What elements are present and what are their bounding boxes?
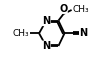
Text: CH₃: CH₃ <box>13 29 29 38</box>
Text: N: N <box>42 41 50 51</box>
Text: O: O <box>59 4 68 14</box>
Text: N: N <box>42 16 50 26</box>
Text: CH₃: CH₃ <box>72 5 89 14</box>
Text: N: N <box>79 28 87 38</box>
